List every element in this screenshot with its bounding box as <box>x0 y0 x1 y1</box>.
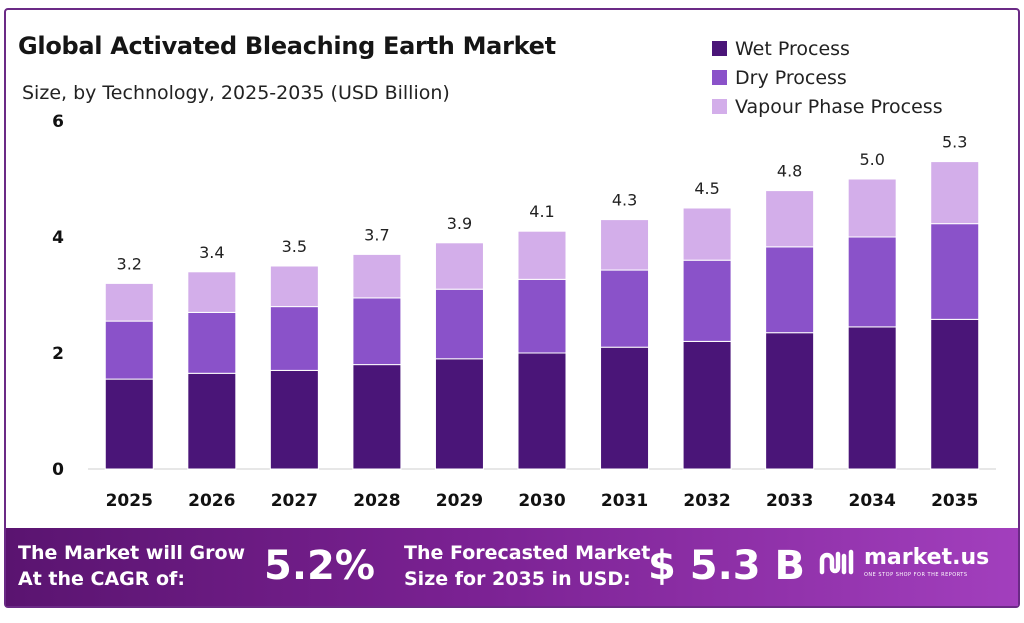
x-tick-label: 2033 <box>766 491 813 511</box>
forecast-caption: The Forecasted Market Size for 2035 in U… <box>404 540 650 592</box>
x-tick-label: 2032 <box>683 491 730 511</box>
bar-total-label: 3.7 <box>364 225 389 244</box>
x-tick-label: 2027 <box>271 491 318 511</box>
logo-text: market.us <box>864 544 990 570</box>
bar-segment-vapour-phase-process <box>269 265 319 308</box>
y-tick-label: 0 <box>52 460 64 480</box>
legend-label-vapour-phase-process: Vapour Phase Process <box>735 95 943 118</box>
summary-banner: The Market will Grow At the CAGR of: 5.2… <box>6 528 1018 606</box>
cagr-caption-line2: At the CAGR of: <box>18 568 185 590</box>
bar-total-label: 4.1 <box>529 202 554 221</box>
x-tick-label: 2030 <box>518 491 565 511</box>
bar-segment-wet-process <box>847 326 897 470</box>
bar-segment-vapour-phase-process <box>104 282 154 322</box>
cagr-caption-line1: The Market will Grow <box>18 542 246 564</box>
bar-segment-wet-process <box>434 358 484 470</box>
x-tick-label: 2031 <box>601 491 648 511</box>
bar-segment-vapour-phase-process <box>187 271 237 313</box>
x-tick-label: 2026 <box>188 491 235 511</box>
x-tick-label: 2029 <box>436 491 483 511</box>
bar-total-label: 4.8 <box>777 162 802 181</box>
forecast-value: $ 5.3 B <box>648 543 806 589</box>
bar-segment-wet-process <box>187 372 237 470</box>
market-us-logo: market.us ONE STOP SHOP FOR THE REPORTS <box>818 546 989 578</box>
bar-segment-dry-process <box>187 311 237 374</box>
legend-swatch-vapour-phase-process <box>712 99 727 114</box>
bar-segment-wet-process <box>104 378 154 470</box>
bar-segment-vapour-phase-process <box>352 253 402 299</box>
bar-segment-wet-process <box>269 369 319 470</box>
y-tick-label: 6 <box>52 112 64 132</box>
legend-item-wet-process: Wet Process <box>712 34 943 63</box>
bar-segment-dry-process <box>600 269 650 348</box>
chart-legend: Wet Process Dry Process Vapour Phase Pro… <box>712 34 943 121</box>
bar-segment-vapour-phase-process <box>765 190 815 248</box>
chart-subtitle: Size, by Technology, 2025-2035 (USD Bill… <box>22 82 450 104</box>
bar-segment-vapour-phase-process <box>600 219 650 271</box>
bar-segment-dry-process <box>352 297 402 366</box>
bar-segment-dry-process <box>269 306 319 371</box>
legend-swatch-dry-process <box>712 70 727 85</box>
bar-total-label: 4.3 <box>612 191 637 210</box>
bar-segment-vapour-phase-process <box>930 161 980 225</box>
bar-total-label: 3.5 <box>282 237 307 256</box>
bar-segment-vapour-phase-process <box>434 242 484 290</box>
chart-title: Global Activated Bleaching Earth Market <box>18 32 556 60</box>
bar-segment-wet-process <box>682 340 732 470</box>
y-tick-label: 2 <box>52 344 64 364</box>
bar-segment-dry-process <box>434 288 484 360</box>
cagr-caption: The Market will Grow At the CAGR of: <box>18 540 245 592</box>
bar-total-label: 5.0 <box>859 150 884 169</box>
x-tick-label: 2035 <box>931 491 978 511</box>
bar-segment-vapour-phase-process <box>847 178 897 238</box>
bar-segment-wet-process <box>517 352 567 470</box>
bar-segment-dry-process <box>682 259 732 342</box>
bar-segment-wet-process <box>930 318 980 470</box>
x-tick-label: 2034 <box>849 491 896 511</box>
bar-total-label: 3.2 <box>117 254 142 273</box>
y-tick-label: 4 <box>52 228 64 248</box>
x-tick-label: 2028 <box>353 491 400 511</box>
bar-segment-vapour-phase-process <box>517 230 567 280</box>
forecast-caption-line1: The Forecasted Market <box>404 542 651 564</box>
bar-segment-dry-process <box>930 223 980 320</box>
bar-total-label: 4.5 <box>694 179 719 198</box>
bar-segment-wet-process <box>765 332 815 470</box>
bar-total-label: 3.4 <box>199 243 224 262</box>
bar-segment-dry-process <box>517 278 567 354</box>
legend-label-dry-process: Dry Process <box>735 66 847 89</box>
logo-icon <box>819 549 854 575</box>
legend-item-dry-process: Dry Process <box>712 63 943 92</box>
bar-segment-dry-process <box>847 236 897 328</box>
legend-label-wet-process: Wet Process <box>735 37 850 60</box>
legend-item-vapour-phase-process: Vapour Phase Process <box>712 92 943 121</box>
bar-segment-dry-process <box>765 246 815 334</box>
stacked-bar-chart: 0 2 4 6 3.2 2025 3.4 2026 3.5 2027 3.7 2028 3.9 2029 4… <box>52 112 996 511</box>
bar-segment-dry-process <box>104 320 154 380</box>
bar-total-label: 5.3 <box>942 133 967 152</box>
bar-total-label: 3.9 <box>447 214 472 233</box>
bar-segment-wet-process <box>600 346 650 470</box>
logo-tagline: ONE STOP SHOP FOR THE REPORTS <box>864 571 968 578</box>
x-tick-label: 2025 <box>106 491 153 511</box>
cagr-value: 5.2% <box>264 543 375 589</box>
bar-segment-vapour-phase-process <box>682 207 732 261</box>
forecast-caption-line2: Size for 2035 in USD: <box>404 568 631 590</box>
legend-swatch-wet-process <box>712 41 727 56</box>
bar-segment-wet-process <box>352 364 402 470</box>
